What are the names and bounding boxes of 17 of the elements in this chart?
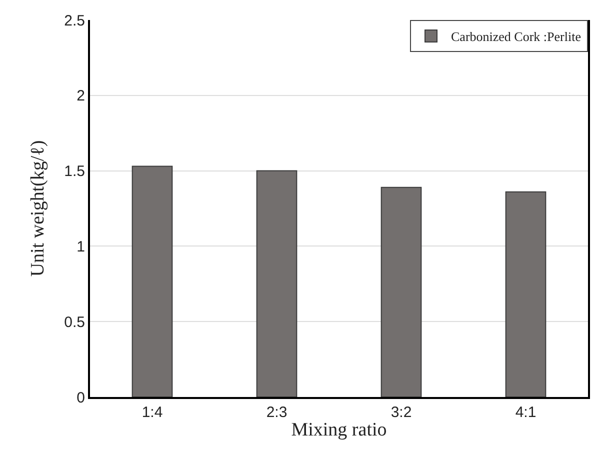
bar (380, 186, 422, 397)
y-tick-label: 2 (76, 88, 85, 105)
y-axis-title: Unit weight(kg/ℓ) (27, 140, 48, 277)
bar (256, 170, 298, 397)
y-tick-label: 2.5 (64, 12, 85, 30)
bar (132, 166, 173, 397)
x-tick-label: 1:4 (142, 404, 163, 421)
x-tick-label: 3:2 (390, 404, 412, 421)
y-tick-label: 1 (76, 238, 85, 256)
legend-label: Carbonized Cork :Perlite (451, 29, 582, 44)
y-tick-label: 1.5 (64, 163, 85, 180)
y-tick-label: 0 (76, 389, 85, 406)
y-tick-label: 0.5 (64, 314, 85, 331)
x-tick-label: 2:3 (266, 404, 288, 421)
x-axis-title: Mixing ratio (291, 419, 387, 440)
bar (505, 191, 546, 397)
x-tick-label: 4:1 (515, 404, 536, 421)
